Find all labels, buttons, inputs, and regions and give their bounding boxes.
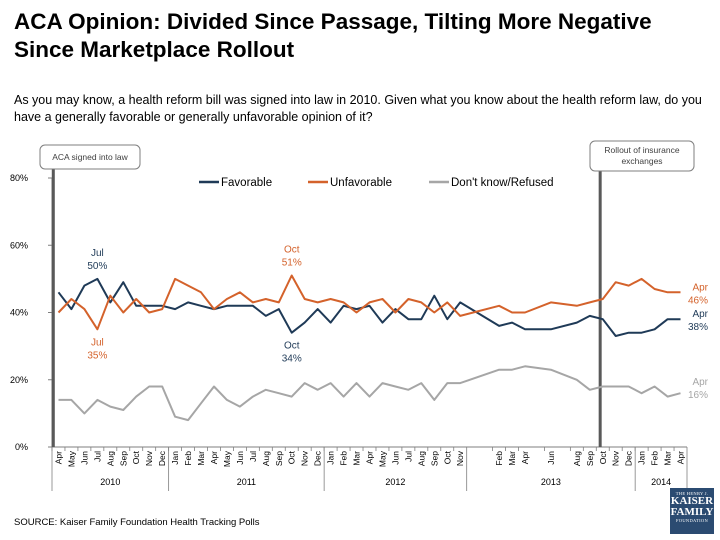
y-tick-label: 40% <box>10 308 28 318</box>
event-label: Rollout of insurance exchanges <box>604 145 679 166</box>
annotation-value: 38% <box>688 322 708 333</box>
x-tick-label: Apr <box>53 451 63 464</box>
x-tick-label: Oct <box>442 450 452 464</box>
annotation-value: 46% <box>688 295 708 306</box>
legend-label: Unfavorable <box>330 177 392 189</box>
x-tick-label: Jul <box>403 451 413 462</box>
x-tick-label: Dec <box>624 450 634 466</box>
x-tick-label: Dec <box>313 450 323 466</box>
event-label-box <box>589 140 695 172</box>
logo-main-text-2: FAMILY <box>670 506 714 518</box>
page-title: ACA Opinion: Divided Since Passage, Tilt… <box>14 9 652 62</box>
x-tick-label: Jan <box>326 451 336 465</box>
survey-question: As you may know, a health reform bill wa… <box>14 93 702 124</box>
x-tick-label: Feb <box>183 451 193 466</box>
annotation-month: Oct <box>284 341 300 352</box>
legend-label: Don't know/Refused <box>451 177 554 189</box>
x-tick-label: Jul <box>92 451 102 462</box>
x-tick-label: Oct <box>598 450 608 464</box>
x-tick-label: Aug <box>261 451 271 466</box>
annotation-month: Oct <box>284 245 300 256</box>
x-tick-label: Jan <box>170 451 180 465</box>
x-tick-label: Apr <box>365 451 375 464</box>
annotation-month: Apr <box>692 377 708 388</box>
x-tick-label: May <box>377 450 387 467</box>
annotation-month: Jul <box>91 337 104 348</box>
x-tick-label: Jun <box>235 451 245 465</box>
year-label: 2013 <box>541 477 561 487</box>
y-tick-label: 0% <box>15 442 28 452</box>
event-label-box <box>39 144 141 170</box>
year-label: 2010 <box>100 477 120 487</box>
y-tick-label: 80% <box>10 173 28 183</box>
x-tick-label: Jun <box>79 451 89 465</box>
annotation-value: 50% <box>87 261 107 272</box>
x-tick-label: Feb <box>494 451 504 466</box>
x-tick-label: Aug <box>416 451 426 466</box>
x-tick-label: Sep <box>118 451 128 466</box>
x-tick-label: Feb <box>650 451 660 466</box>
logo-bottom-text: FOUNDATION <box>676 518 708 523</box>
x-tick-label: Jan <box>637 451 647 465</box>
year-label: 2014 <box>651 477 671 487</box>
x-tick-label: Mar <box>196 451 206 466</box>
x-tick-label: Mar <box>352 451 362 466</box>
x-tick-label: Aug <box>105 451 115 466</box>
x-tick-label: Oct <box>131 450 141 464</box>
annotation-month: Apr <box>692 282 708 293</box>
annotation-month: Apr <box>692 309 708 320</box>
y-tick-label: 60% <box>10 240 28 250</box>
series-line-favorable <box>57 277 681 337</box>
x-tick-label: Nov <box>455 450 465 466</box>
logo-main-text-1: KAISER <box>670 495 714 507</box>
x-tick-label: Jun <box>546 451 556 465</box>
x-tick-label: Mar <box>663 451 673 466</box>
x-tick-label: Apr <box>676 451 686 464</box>
x-tick-label: Feb <box>339 451 349 466</box>
x-tick-label: Sep <box>274 451 284 466</box>
x-tick-label: May <box>66 450 76 467</box>
x-tick-label: Nov <box>611 450 621 466</box>
x-tick-label: Jul <box>248 451 258 462</box>
x-tick-label: Apr <box>209 451 219 464</box>
year-label: 2011 <box>237 477 256 487</box>
annotation-value: 34% <box>282 354 302 365</box>
logo-top-text: THE HENRY J. <box>675 491 709 496</box>
x-tick-label: Nov <box>300 450 310 466</box>
annotation-value: 51% <box>282 258 302 269</box>
x-tick-label: Dec <box>157 450 167 466</box>
event-label: ACA signed into law <box>52 152 128 162</box>
x-tick-label: Oct <box>287 450 297 464</box>
y-tick-label: 20% <box>10 375 28 385</box>
x-tick-label: Nov <box>144 450 154 466</box>
x-tick-label: Aug <box>572 451 582 466</box>
x-tick-label: Apr <box>520 451 530 464</box>
annotation-month: Jul <box>91 248 104 259</box>
year-label: 2012 <box>385 477 405 487</box>
annotation-value: 35% <box>87 350 107 361</box>
x-tick-label: Sep <box>429 451 439 466</box>
x-tick-label: Mar <box>507 451 517 466</box>
series-line-don-t-know-refused <box>58 365 681 422</box>
series-line-unfavorable <box>57 274 681 331</box>
annotation-value: 16% <box>688 390 708 401</box>
source-note: SOURCE: Kaiser Family Foundation Health … <box>14 517 260 528</box>
x-tick-label: May <box>222 450 232 467</box>
legend-label: Favorable <box>221 177 272 189</box>
kff-logo: THE HENRY J. KAISER FAMILY FOUNDATION <box>670 488 714 534</box>
x-tick-label: Jun <box>390 451 400 465</box>
x-tick-label: Sep <box>585 451 595 466</box>
